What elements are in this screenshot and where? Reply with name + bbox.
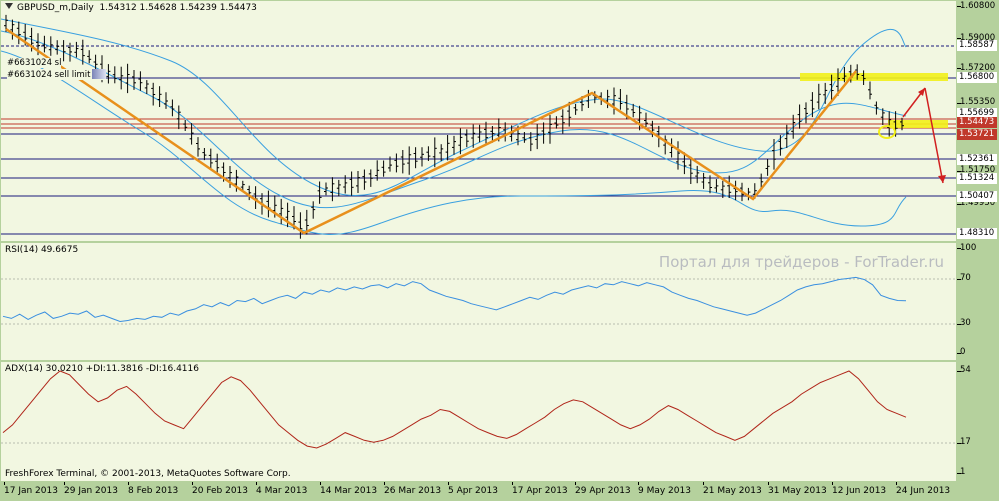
price-tick: 1.57200: [960, 63, 996, 73]
watermark-text: Портал для трейдеров - ForTrader.ru: [658, 253, 944, 271]
time-tick: [638, 482, 639, 485]
arrow-head-down: [938, 175, 946, 183]
time-tick: [128, 482, 129, 485]
time-tick: [448, 482, 449, 485]
rsi-scale-label: 0: [960, 347, 966, 357]
rsi-canvas: [1, 276, 956, 325]
time-tick: [512, 482, 513, 485]
level-price-box: 1.56800: [957, 72, 997, 83]
time-label: 26 Mar 2013: [384, 486, 442, 496]
time-label: 12 Jun 2013: [832, 486, 887, 496]
adx-line: [2, 370, 907, 449]
time-tick: [768, 482, 769, 485]
rsi-line: [2, 276, 907, 323]
adx-scale-label: 1: [960, 467, 966, 477]
price-tick: 1.55350: [960, 97, 996, 107]
time-tick: [4, 482, 5, 485]
time-tick: [64, 482, 65, 485]
price-tick: 1.60800: [960, 1, 996, 11]
level-price-box: 1.52361: [957, 154, 997, 165]
time-tick: [575, 482, 576, 485]
time-tick: [256, 482, 257, 485]
price-chart-canvas: [1, 14, 956, 239]
supply-zone-upper[interactable]: [800, 73, 948, 81]
time-label: 21 May 2013: [703, 486, 762, 496]
time-label: 17 Jan 2013: [4, 486, 58, 496]
time-label: 29 Apr 2013: [575, 486, 631, 496]
time-tick: [703, 482, 704, 485]
ohlc-values: 1.54312 1.54628 1.54239 1.54473: [99, 3, 257, 13]
price-tick: 1.59000: [960, 33, 996, 43]
time-label: 31 May 2013: [768, 486, 827, 496]
time-label: 20 Feb 2013: [192, 486, 249, 496]
rsi-scale: 100 70 30 0: [957, 243, 999, 360]
rsi-scale-label: 100: [960, 243, 977, 253]
time-tick: [320, 482, 321, 485]
price-chart-pane[interactable]: GBPUSD_m,Daily 1.54312 1.54628 1.54239 1…: [1, 1, 956, 241]
time-tick: [192, 482, 193, 485]
order-marker-icon: [92, 69, 107, 79]
rsi-label: RSI(14) 49.6675: [5, 245, 79, 255]
adx-indicator-pane[interactable]: ADX(14) 30.0210 +DI:11.3816 -DI:16.4116 …: [1, 362, 956, 481]
time-label: 17 Apr 2013: [512, 486, 568, 496]
adx-scale-label: 54: [960, 365, 971, 375]
level-price-box: 1.51324: [957, 173, 997, 184]
time-label: 24 Jun 2013: [896, 486, 951, 496]
copyright-text: FreshForex Terminal, © 2001-2013, MetaQu…: [5, 469, 291, 479]
bollinger-lower-band: [1, 50, 907, 236]
time-label: 9 May 2013: [638, 486, 691, 496]
time-label: 4 Mar 2013: [256, 486, 308, 496]
level-price-box: 1.53721: [957, 129, 997, 140]
current-price-box: 1.54473: [957, 117, 997, 128]
adx-canvas: [1, 370, 956, 449]
order-label-sell-limit[interactable]: #6631024 sell limit: [7, 69, 107, 80]
supply-zone-lower[interactable]: [888, 120, 948, 128]
level-price-box: 1.58587: [957, 40, 997, 51]
time-label: 8 Feb 2013: [128, 486, 179, 496]
adx-label: ADX(14) 30.0210 +DI:11.3816 -DI:16.4116: [5, 364, 199, 374]
level-price-box: 1.48310: [957, 228, 997, 239]
level-price-box: 1.50407: [957, 191, 997, 202]
price-tick: 1.49950: [960, 198, 996, 208]
rsi-scale-label: 30: [960, 318, 971, 328]
time-axis[interactable]: 17 Jan 2013 29 Jan 2013 8 Feb 2013 20 Feb 2…: [0, 482, 999, 501]
arrow-head-up: [918, 88, 925, 96]
time-label: 5 Apr 2013: [448, 486, 498, 496]
time-label: 29 Jan 2013: [64, 486, 118, 496]
symbol-timeframe-label: GBPUSD_m,Daily: [17, 3, 94, 13]
order-label-sl[interactable]: #6631024 sl: [7, 58, 62, 68]
chart-header: GBPUSD_m,Daily 1.54312 1.54628 1.54239 1…: [5, 3, 257, 13]
adx-scale-label: 17: [960, 437, 971, 447]
price-scale[interactable]: 1.60800 1.59000 1.57200 1.55350 1.53500 …: [957, 1, 999, 241]
time-tick: [896, 482, 897, 485]
rsi-scale-label: 70: [960, 273, 971, 283]
trend-zigzag-line[interactable]: [5, 27, 857, 235]
adx-scale: 54 17 1: [957, 362, 999, 481]
dropdown-triangle-icon[interactable]: [5, 3, 13, 9]
time-tick: [832, 482, 833, 485]
current-price-highlight: [878, 125, 896, 139]
price-tick: 1.51750: [960, 165, 996, 175]
projection-arrow-down: [924, 87, 944, 184]
rsi-indicator-pane[interactable]: RSI(14) 49.6675 Портал для трейдеров - F…: [1, 243, 956, 360]
time-label: 14 Mar 2013: [320, 486, 378, 496]
level-price-box: 1.55699: [957, 108, 997, 119]
time-tick: [384, 482, 385, 485]
candlestick-series: [4, 14, 904, 239]
